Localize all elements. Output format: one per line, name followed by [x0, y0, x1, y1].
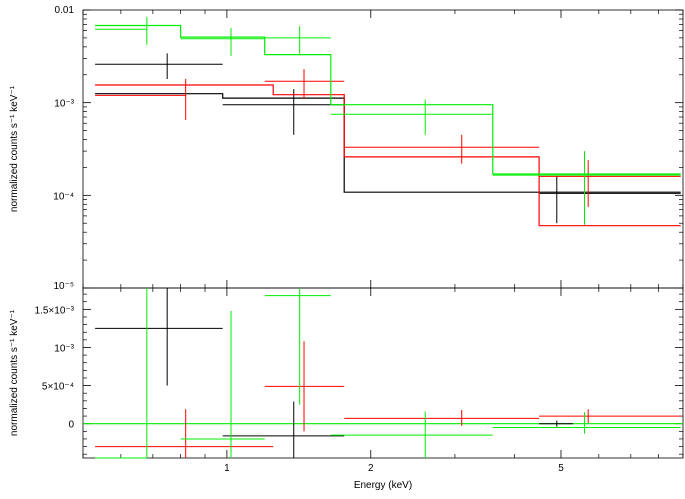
- top-y-axis-label: normalized counts s⁻¹ keV⁻¹: [9, 85, 20, 212]
- bottom-series-layer: [83, 288, 683, 459]
- data-point: [264, 341, 345, 432]
- series-2: [95, 288, 681, 459]
- data-point: [95, 288, 148, 459]
- data-point: [492, 412, 681, 434]
- data-point: [264, 26, 331, 55]
- y-tick-label: 10⁻⁴: [53, 191, 74, 202]
- y-tick-label: 0: [68, 420, 74, 431]
- data-point: [264, 288, 331, 405]
- data-point: [344, 134, 540, 164]
- data-point: [492, 151, 681, 225]
- data-point: [344, 409, 540, 426]
- y-tick-label: 5×10⁻⁴: [42, 382, 74, 393]
- data-point: [539, 176, 681, 224]
- top-plot-frame: [82, 9, 684, 289]
- data-point: [330, 411, 493, 458]
- top-panel: 0.01 10⁻³ 10⁻⁴ 10⁻⁵ normalized counts s⁻¹ k…: [9, 5, 684, 292]
- bottom-y-axis-label: normalized counts s⁻¹ keV⁻¹: [9, 309, 20, 436]
- model-step-line: [95, 93, 681, 193]
- data-point: [180, 27, 265, 56]
- y-tick-label: 10⁻³: [54, 343, 74, 354]
- y-tick-label: 10⁻³: [54, 99, 74, 110]
- data-point: [222, 89, 345, 135]
- data-point: [95, 17, 148, 45]
- x-axis-label: Energy (keV): [354, 480, 412, 491]
- data-point: [180, 310, 265, 458]
- data-point: [95, 53, 223, 80]
- data-point: [539, 420, 574, 427]
- series-1: [95, 69, 681, 227]
- y-tick-label: 1.5×10⁻³: [35, 305, 75, 316]
- bottom-plot-frame: [82, 287, 684, 459]
- top-ticks: 0.01 10⁻³ 10⁻⁴ 10⁻⁵: [53, 5, 684, 292]
- data-point: [95, 288, 223, 386]
- data-point: [222, 401, 345, 458]
- x-tick-label: 1: [224, 463, 230, 474]
- data-point: [95, 79, 187, 121]
- x-tick-label: 5: [558, 463, 564, 474]
- bottom-panel: 1 2 5 0 5×10⁻⁴ 10⁻³ 1.5×10⁻³ normalized counts…: [9, 287, 684, 491]
- series-2: [95, 17, 681, 225]
- x-tick-label: 2: [368, 463, 374, 474]
- model-step-line: [95, 84, 681, 227]
- y-tick-label: 10⁻⁵: [53, 281, 74, 292]
- series-1: [95, 341, 681, 458]
- top-series-layer: [95, 17, 681, 227]
- data-point: [95, 409, 274, 458]
- data-point: [539, 160, 681, 207]
- y-tick-label: 0.01: [55, 5, 75, 16]
- data-point: [330, 99, 493, 135]
- bottom-ticks: 1 2 5 0 5×10⁻⁴ 10⁻³ 1.5×10⁻³: [35, 288, 684, 474]
- series-0: [95, 53, 681, 224]
- series-0: [95, 288, 574, 458]
- model-step-line: [95, 24, 681, 175]
- data-point: [539, 409, 681, 423]
